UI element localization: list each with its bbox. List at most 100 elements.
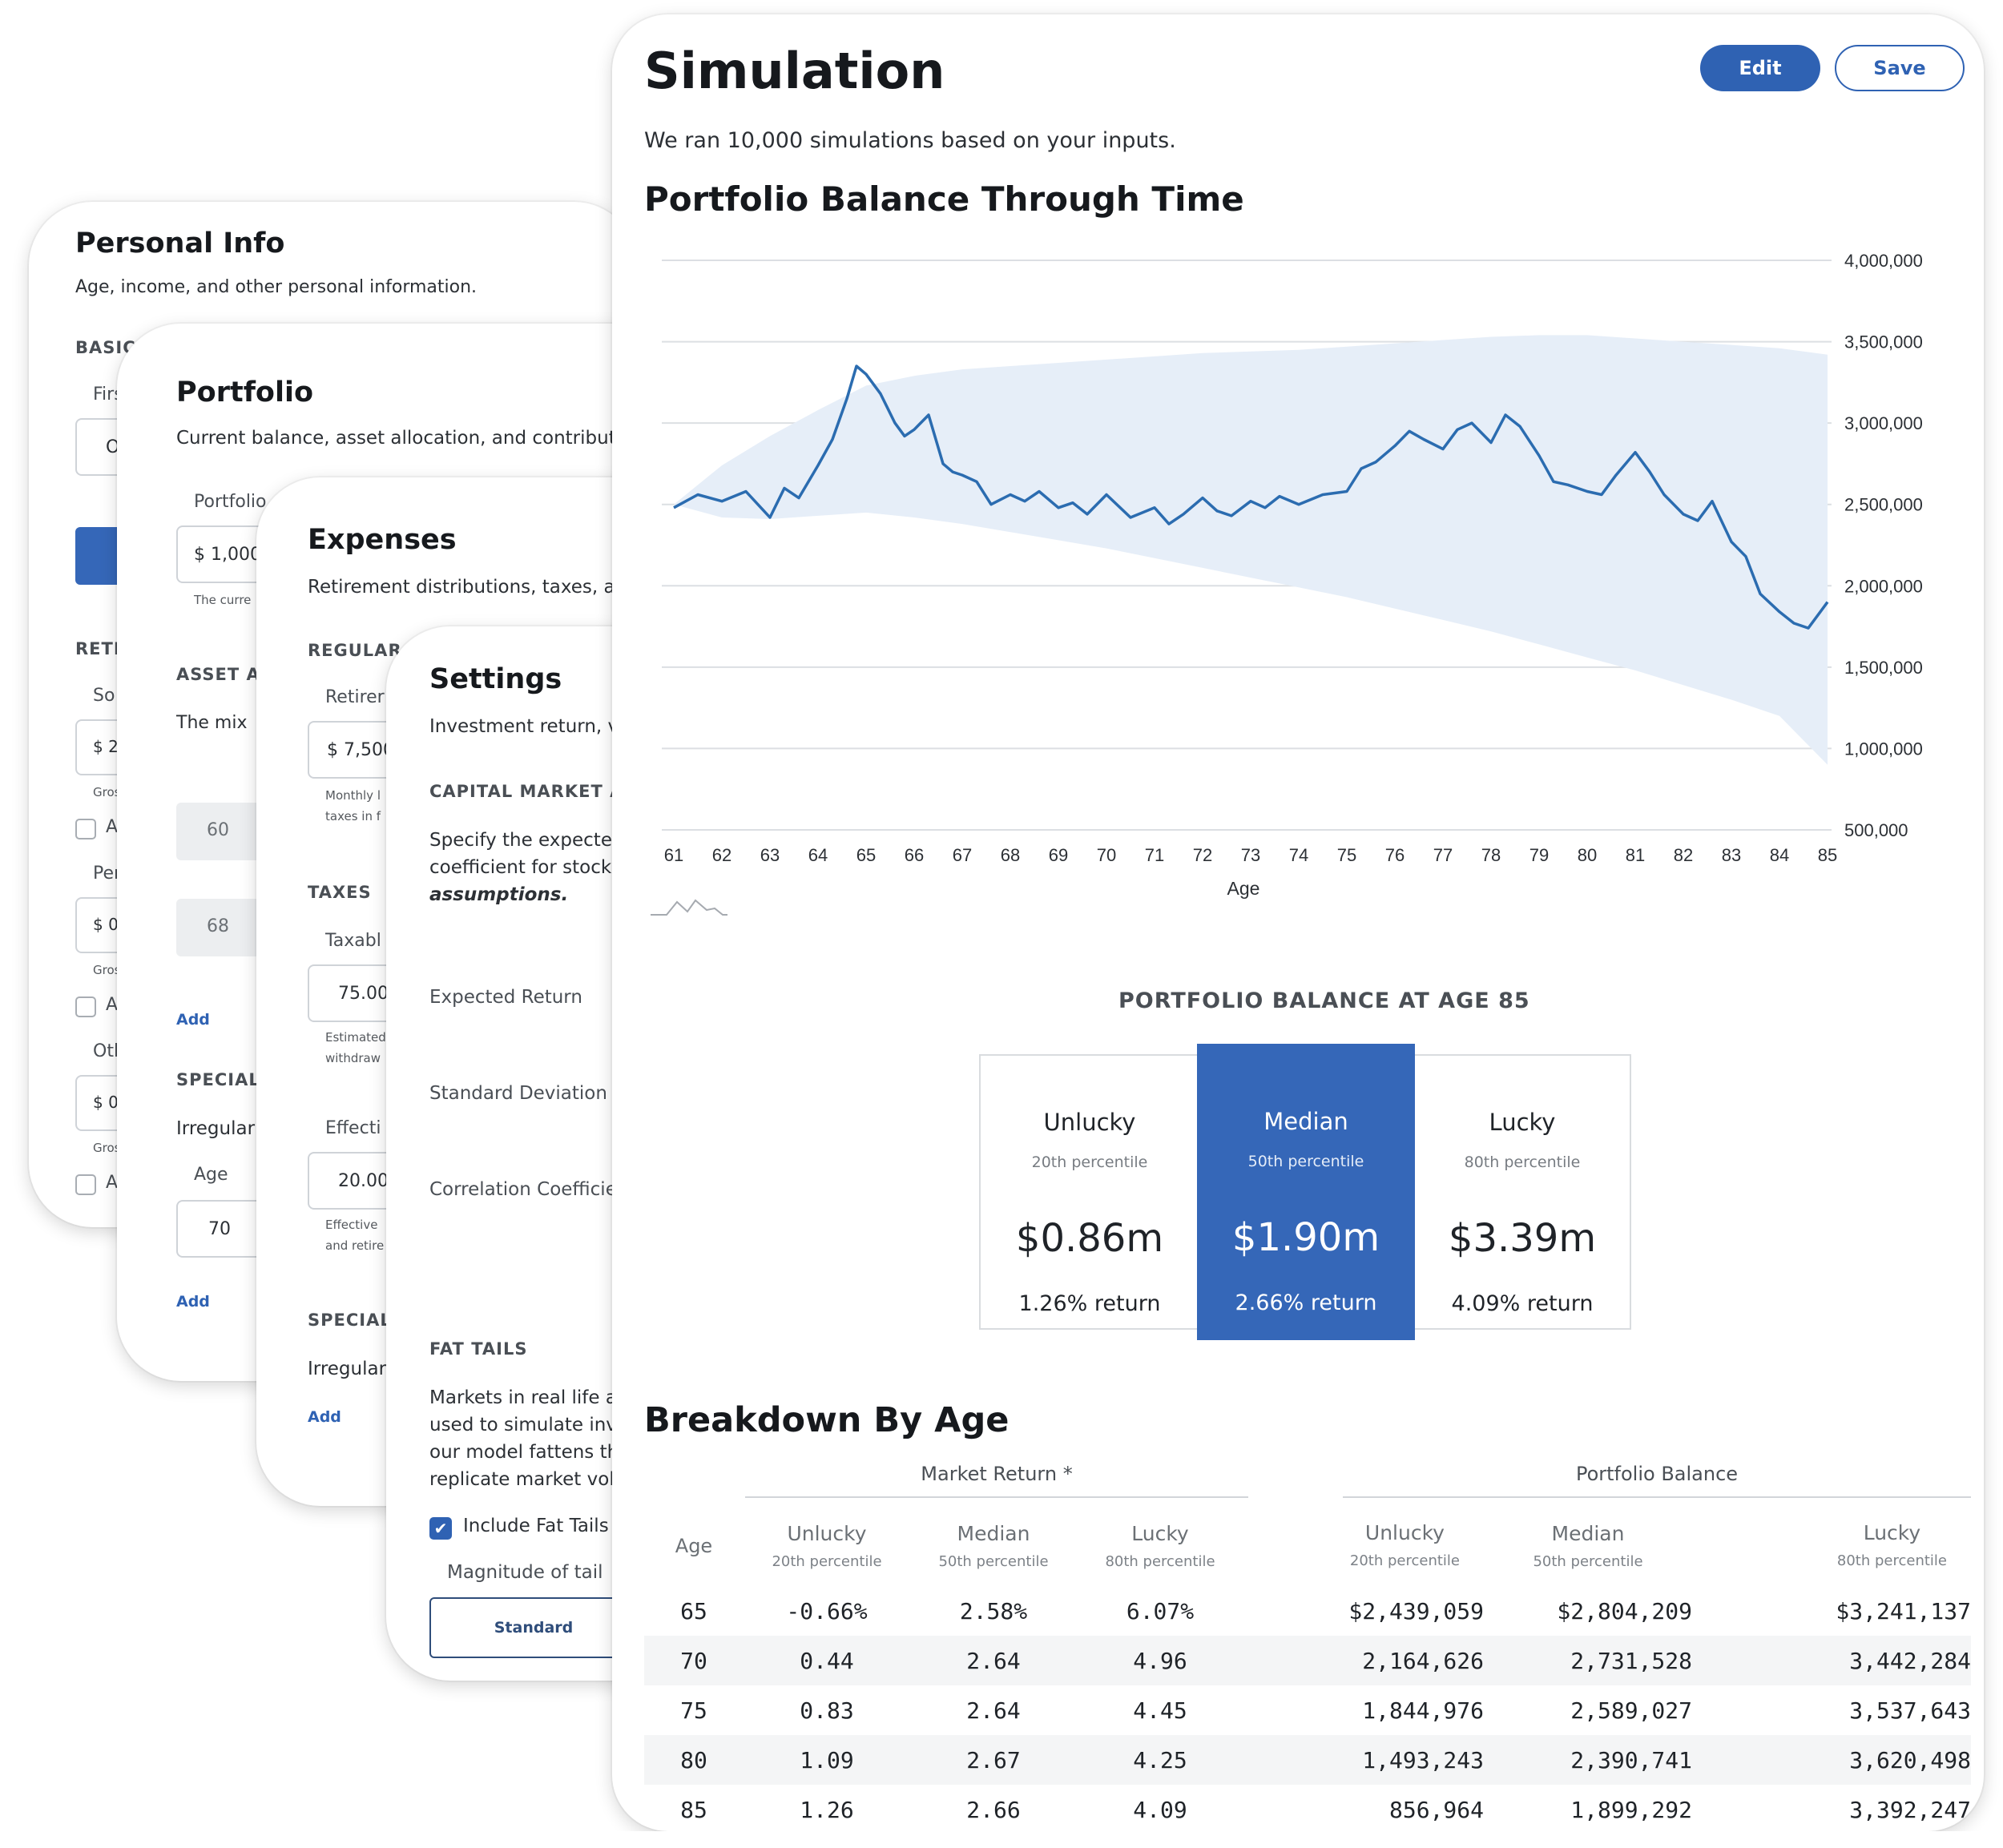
y-tick-label: 4,000,000 [1844,251,1923,271]
row-market-lucky: 4.25 [1077,1735,1243,1785]
standard-deviation-label: Standard Deviation [429,1083,607,1104]
x-tick-label: 81 [1626,845,1645,865]
x-tick-label: 64 [808,845,828,865]
x-tick-label: 61 [664,845,683,865]
add-expense-link[interactable]: Add [308,1408,341,1426]
row-age: 65 [680,1597,707,1625]
row-balance-lucky: $3,241,137 [1836,1597,1971,1625]
effective-value: 20.00 [338,1171,389,1191]
include-fat-tails-checkbox[interactable]: ✔ [429,1517,452,1540]
simulation-description: We ran 10,000 simulations based on your … [644,128,1176,153]
row-market-unlucky: 1.09 [744,1735,910,1785]
x-tick-label: 67 [953,845,972,865]
x-tick-label: 68 [1001,845,1020,865]
fat-text-3: our model fattens th [429,1442,619,1463]
asset-allocation-text: The mix [176,713,248,733]
stat-lucky-return: 4.09% return [1451,1291,1594,1316]
section-retirement: RETI [75,639,121,658]
row-market-lucky: 4.09 [1133,1796,1187,1823]
fat-text-2: used to simulate inv [429,1415,617,1435]
checkbox-3[interactable] [75,1174,96,1195]
special-age-value: 70 [208,1219,231,1239]
x-tick-label: 69 [1049,845,1068,865]
stat-lucky-percentile: 80th percentile [1464,1153,1581,1171]
row-age: 80 [644,1735,744,1785]
first-name-value: O [106,437,120,457]
taxable-label: Taxabl [325,931,381,951]
effective-hint-2: and retire [325,1238,385,1253]
row-balance-median: 2,731,528 [1484,1636,1692,1685]
row-market-unlucky: 0.83 [800,1697,854,1724]
chart-brush-icon[interactable] [651,899,727,916]
row-balance-median: 1,899,292 [1570,1796,1692,1823]
row-market-lucky: 4.45 [1133,1697,1187,1724]
group-market-divider [745,1496,1248,1498]
row-age: 85 [680,1796,707,1823]
row-market-median: 2.66 [966,1796,1021,1823]
portfolio-balance-label: Portfolio [194,492,267,512]
check-icon: ✔ [433,1519,448,1538]
stat-lucky: Lucky 80th percentile $3.39m 4.09% retur… [1413,1056,1631,1328]
x-tick-label: 62 [712,845,731,865]
effective-label: Effecti [325,1118,381,1138]
section-special-expenses: SPECIAL [308,1311,392,1330]
stats-title: PORTFOLIO BALANCE AT AGE 85 [1118,988,1530,1013]
simulation-title: Simulation [644,42,945,100]
add-special-link[interactable]: Add [176,1293,210,1311]
checkbox-1[interactable] [75,819,96,839]
group-portfolio-divider [1343,1496,1971,1498]
retirement-distribution-label: Retirer [325,687,385,707]
save-button[interactable]: Save [1835,45,1965,91]
x-tick-label: 72 [1193,845,1212,865]
portfolio-balance-hint: The curre [194,593,252,607]
section-capital-market: CAPITAL MARKET A [429,782,624,801]
y-tick-label: 500,000 [1844,820,1908,840]
stat-lucky-label: Lucky [1489,1109,1556,1136]
y-tick-label: 3,500,000 [1844,332,1923,352]
row-balance-unlucky: 2,164,626 [1243,1636,1484,1685]
x-tick-label: 83 [1722,845,1741,865]
group-portfolio-balance: Portfolio Balance [1575,1463,1739,1485]
y-tick-label: 3,000,000 [1844,413,1923,433]
cma-text-3: assumptions. [429,884,569,905]
personal-info-title: Personal Info [75,227,285,260]
stat-unlucky-value: $0.86m [1015,1216,1164,1261]
expenses-subtitle: Retirement distributions, taxes, a [308,577,615,598]
fat-text-4: replicate market vol [429,1469,615,1490]
magnitude-label: Magnitude of tail [447,1562,603,1583]
breakdown-title: Breakdown By Age [644,1400,1010,1440]
x-tick-label: 70 [1097,845,1116,865]
save-button-label: Save [1873,57,1926,79]
stat-unlucky-percentile: 20th percentile [1031,1153,1148,1171]
stat-unlucky-label: Unlucky [1043,1109,1136,1136]
row-market-unlucky: -0.66% [786,1597,868,1625]
taxable-hint-1: Estimated [325,1030,386,1045]
checkbox-2-label: A [106,995,119,1015]
checkbox-2[interactable] [75,996,96,1017]
pension-label: Per [93,864,122,884]
row-market-median: 2.64 [966,1697,1021,1724]
section-taxes: TAXES [308,883,372,902]
edit-button[interactable]: Edit [1700,45,1820,91]
row-market-unlucky: 0.44 [744,1636,910,1685]
card-bottom-fade [612,1831,1984,1848]
social-security-label: So [93,686,115,706]
y-tick-label: 2,500,000 [1844,495,1923,515]
stat-median-value: $1.90m [1231,1215,1380,1260]
checkbox-1-label: A [106,817,119,837]
cma-text-1: Specify the expecte [429,830,612,851]
row-balance-lucky: 3,442,284 [1692,1636,1971,1685]
taxable-hint-2: withdraw [325,1051,381,1065]
section-asset-allocation: ASSET A [176,665,260,684]
x-tick-label: 74 [1289,845,1308,865]
gross-hint-3: Gros [93,1141,121,1155]
stat-median: Median 50th percentile $1.90m 2.66% retu… [1197,1044,1415,1340]
add-allocation-link[interactable]: Add [176,1011,210,1029]
row-balance-unlucky: 856,964 [1388,1796,1484,1823]
row-balance-unlucky: 1,844,976 [1362,1697,1484,1724]
row-market-median: 2.64 [910,1636,1077,1685]
special-age-label: Age [194,1165,228,1185]
allocation-value-1: 60 [207,820,229,840]
gross-hint-2: Gros [93,963,121,977]
